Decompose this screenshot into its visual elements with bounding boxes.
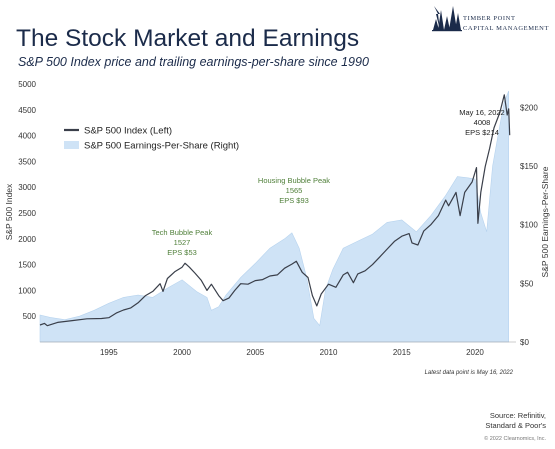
annotation-latest: May 16, 2022 4008 EPS $214 xyxy=(459,108,504,137)
legend-label-eps: S&P 500 Earnings-Per-Share (Right) xyxy=(84,141,239,152)
annotation-tech-bubble: Tech Bubble Peak 1527 EPS $53 xyxy=(152,228,213,257)
right-tick-label: $100 xyxy=(520,221,538,230)
annotation-tech-title: Tech Bubble Peak xyxy=(152,228,213,237)
latest-data-note: Latest data point is May 16, 2022 xyxy=(425,370,514,376)
x-tick-label: 2005 xyxy=(246,348,264,357)
left-tick-label: 2000 xyxy=(18,235,36,244)
left-axis-ticks: 500 1000 1500 2000 2500 3000 3500 4000 4500 5000 xyxy=(18,80,36,321)
right-tick-label: $200 xyxy=(520,103,538,112)
annotation-housing-title: Housing Bubble Peak xyxy=(258,176,330,185)
right-tick-label: $0 xyxy=(520,338,529,347)
source-line-1: Source: Refinitiv, xyxy=(490,411,546,420)
annotation-tech-eps: EPS $53 xyxy=(167,248,197,257)
left-tick-label: 4500 xyxy=(18,106,36,115)
x-tick-label: 2000 xyxy=(173,348,191,357)
x-tick-label: 2015 xyxy=(393,348,411,357)
legend: S&P 500 Index (Left) S&P 500 Earnings-Pe… xyxy=(64,126,239,152)
left-tick-label: 3000 xyxy=(18,183,36,192)
annotation-tech-value: 1527 xyxy=(174,238,191,247)
logo-line1: TIMBER POINT xyxy=(463,15,516,22)
left-tick-label: 1000 xyxy=(18,286,36,295)
annotation-housing-bubble: Housing Bubble Peak 1565 EPS $93 xyxy=(258,176,330,205)
right-tick-label: $50 xyxy=(520,279,534,288)
logo-line2: CAPITAL MANAGEMENT xyxy=(463,25,549,32)
left-tick-label: 1500 xyxy=(18,261,36,270)
series-line-sp500 xyxy=(39,94,511,327)
x-axis-ticks: 1995 2000 2005 2010 2015 2020 xyxy=(100,348,485,357)
source-line-2: Standard & Poor's xyxy=(485,421,546,430)
left-tick-label: 4000 xyxy=(18,132,36,141)
right-axis-ticks: $0 $50 $100 $150 $200 xyxy=(520,103,538,347)
copyright: © 2022 Clearnomics, Inc. xyxy=(484,435,546,442)
left-tick-label: 500 xyxy=(23,312,37,321)
left-axis-label: S&P 500 Index xyxy=(4,183,14,240)
annotation-housing-eps: EPS $93 xyxy=(279,196,309,205)
company-logo: TIMBER POINT CAPITAL MANAGEMENT xyxy=(432,6,549,32)
x-tick-label: 1995 xyxy=(100,348,118,357)
x-tick-label: 2010 xyxy=(320,348,338,357)
left-tick-label: 3500 xyxy=(18,157,36,166)
right-axis-label: S&P 500 Earnings-Per-Share xyxy=(540,166,550,277)
chart-subtitle: S&P 500 Index price and trailing earning… xyxy=(18,55,369,69)
chart-title: The Stock Market and Earnings xyxy=(16,25,359,52)
left-tick-label: 5000 xyxy=(18,80,36,89)
plot-area xyxy=(39,90,516,343)
legend-label-index: S&P 500 Index (Left) xyxy=(84,126,172,137)
legend-swatch-eps xyxy=(64,141,79,149)
right-tick-label: $150 xyxy=(520,162,538,171)
annotation-housing-value: 1565 xyxy=(286,186,303,195)
annotation-latest-eps: EPS $214 xyxy=(465,128,499,137)
left-tick-label: 2500 xyxy=(18,209,36,218)
annotation-latest-date: May 16, 2022 xyxy=(459,108,504,117)
x-tick-label: 2020 xyxy=(466,348,484,357)
tree-icon xyxy=(432,6,462,32)
annotation-latest-value: 4008 xyxy=(474,118,491,127)
